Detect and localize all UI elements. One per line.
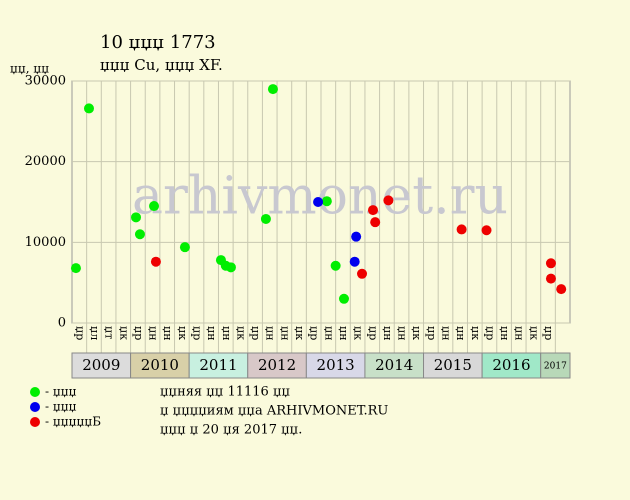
- x-tick-label: џн: [337, 326, 350, 341]
- x-tick-label: џн: [278, 326, 291, 341]
- x-tick-label: џк: [352, 326, 365, 340]
- point: [330, 260, 341, 271]
- note: џџняя џџ 11116 џџ: [160, 385, 290, 400]
- x-tick-label: џр: [132, 326, 145, 340]
- x-tick-label: џр: [483, 326, 496, 340]
- x-tick-label: џк: [117, 326, 130, 340]
- x-tick-label: џн: [513, 326, 526, 341]
- x-tick-label: џн: [205, 326, 218, 341]
- x-tick-label: џн: [264, 326, 277, 341]
- x-tick-label: џн: [440, 326, 453, 341]
- point: [225, 262, 236, 273]
- legend-marker: [30, 402, 40, 412]
- point: [131, 212, 142, 223]
- x-tick-label: џк: [234, 326, 247, 340]
- x-tick-label: џн: [161, 326, 174, 341]
- point: [321, 196, 332, 207]
- x-tick-label: џр: [425, 326, 438, 340]
- point: [545, 258, 556, 269]
- legend-marker: [30, 417, 40, 427]
- y-tick-label: 10000: [25, 235, 66, 250]
- y-tick-label: 20000: [25, 154, 66, 169]
- x-tick-label: џр: [73, 326, 86, 340]
- point: [134, 229, 145, 240]
- year-box: [364, 352, 425, 379]
- year-label: 2015: [434, 356, 472, 374]
- x-tick-label: џн: [498, 326, 511, 341]
- point: [351, 231, 362, 242]
- point: [179, 242, 190, 253]
- point: [150, 256, 161, 267]
- year-label: 2012: [258, 356, 296, 374]
- year-box: [540, 352, 571, 379]
- note: џџџ џ 20 џя 2017 џџ.: [160, 423, 302, 438]
- year-label: 2009: [82, 356, 120, 374]
- x-tick-label: џн: [220, 326, 233, 341]
- point: [70, 263, 81, 274]
- x-tick-label: џн: [396, 326, 409, 341]
- point: [556, 284, 567, 295]
- point: [313, 197, 324, 207]
- point: [260, 213, 271, 224]
- x-tick-label: џт: [103, 326, 116, 339]
- year-box: [130, 352, 190, 379]
- point: [370, 217, 381, 228]
- point: [338, 293, 349, 304]
- year-label: 2017: [544, 362, 567, 372]
- note: џ џџџџиям џџа ARHIVMONET.RU: [160, 404, 388, 419]
- year-label: 2016: [492, 356, 530, 374]
- x-tick-label: џк: [469, 326, 482, 340]
- x-tick-label: џр: [308, 326, 321, 340]
- point: [383, 195, 394, 206]
- year-box: [247, 352, 307, 379]
- chart-title: 10 џџџ 1773: [100, 32, 216, 53]
- point: [545, 273, 556, 284]
- y-axis-label: џџ, џџ: [10, 62, 49, 76]
- point: [149, 201, 160, 212]
- point: [456, 224, 467, 235]
- point: [367, 205, 378, 216]
- point: [349, 256, 360, 267]
- year-label: 2014: [375, 356, 413, 374]
- watermark: arhivmonet.ru: [132, 167, 508, 227]
- x-tick-label: џк: [410, 326, 423, 340]
- point: [481, 225, 492, 236]
- x-tick-label: џн: [454, 326, 467, 341]
- x-tick-label: џн: [381, 326, 394, 341]
- y-tick-label: 30000: [25, 74, 66, 89]
- point: [83, 103, 94, 114]
- x-tick-label: џк: [527, 326, 540, 340]
- x-tick-label: џн: [322, 326, 335, 341]
- point: [267, 84, 278, 95]
- x-tick-label: џр: [191, 326, 204, 340]
- y-tick-label: 0: [58, 316, 66, 331]
- x-tick-label: џк: [176, 326, 189, 340]
- legend-label: - џџџ: [45, 385, 77, 399]
- x-tick-label: џл: [88, 326, 101, 340]
- x-tick-label: џр: [249, 326, 262, 340]
- year-label: 2013: [317, 356, 355, 374]
- x-tick-label: џр: [366, 326, 379, 340]
- chart-subtitle: џџџ Cu, џџџ XF.: [100, 56, 223, 74]
- legend-marker: [30, 387, 40, 397]
- legend-label: - џџџџџБ: [45, 415, 101, 429]
- x-tick-label: џр: [542, 326, 555, 340]
- x-tick-label: џк: [293, 326, 306, 340]
- year-label: 2010: [141, 356, 179, 374]
- year-label: 2011: [199, 356, 237, 374]
- legend-label: - џџџ: [45, 400, 77, 414]
- point: [357, 268, 368, 279]
- year-box: [423, 352, 483, 379]
- x-tick-label: џн: [147, 326, 160, 341]
